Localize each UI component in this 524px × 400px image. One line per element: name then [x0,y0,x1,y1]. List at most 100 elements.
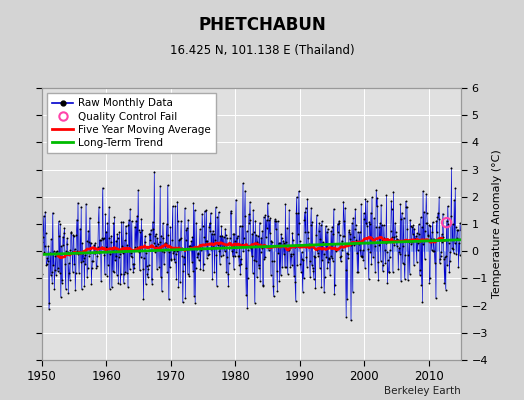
Point [86,240,95,246]
Point [222,232,230,238]
Point [229,230,237,237]
Point [252,258,260,264]
Point [255,220,264,226]
Point [306,274,314,280]
Point [449,246,457,252]
Point [334,229,342,236]
Point [276,272,285,278]
Point [430,235,438,242]
Point [420,208,428,215]
Point [173,218,182,224]
Point [101,271,109,278]
Point [183,224,191,231]
Point [156,238,164,245]
Point [123,242,132,248]
Point [350,242,358,248]
Point [106,251,114,258]
Point [220,234,228,240]
Point [420,256,429,262]
Point [270,258,278,264]
Point [82,201,90,207]
Point [294,231,302,237]
Point [396,250,404,257]
Point [168,203,177,209]
Point [291,298,300,304]
Point [52,249,61,255]
Point [93,262,101,269]
Point [80,255,88,261]
Point [369,237,378,243]
Point [297,268,305,275]
Point [185,273,193,279]
Point [314,252,322,259]
Point [104,235,113,241]
Point [42,262,50,268]
Point [103,220,112,226]
Point [373,203,381,210]
Point [328,223,336,230]
Point [127,250,135,256]
Point [411,236,420,243]
Point [185,245,194,251]
Point [347,317,355,324]
Point [113,271,121,278]
Point [335,232,344,238]
Point [215,261,224,267]
Point [400,276,409,282]
Point [338,247,346,254]
Point [299,275,308,282]
Point [304,229,312,236]
Point [172,248,181,255]
Point [41,230,50,236]
Point [260,214,268,220]
Point [60,230,68,236]
Point [205,220,214,226]
Point [125,266,134,272]
Point [95,204,103,210]
Point [303,196,312,202]
Point [443,262,451,268]
Point [257,245,266,251]
Point [347,242,356,249]
Point [151,231,160,237]
Point [77,258,85,265]
Point [257,234,265,241]
Point [309,268,318,274]
Point [209,228,217,234]
Point [332,248,341,254]
Point [247,245,255,252]
Point [215,248,223,254]
Point [419,240,428,247]
Point [363,198,372,204]
Point [328,255,336,262]
Point [52,272,60,278]
Point [105,286,114,292]
Point [288,262,296,268]
Point [395,244,403,251]
Point [167,256,176,262]
Point [456,227,465,234]
Point [179,268,188,274]
Point [290,244,299,250]
Point [92,247,100,254]
Point [390,242,399,248]
Point [443,203,452,209]
Point [154,241,162,247]
Point [295,220,303,226]
Point [384,257,392,263]
Point [455,252,464,258]
Point [232,196,240,203]
Point [129,269,137,276]
Point [145,262,153,268]
Point [271,216,279,222]
Point [351,226,359,232]
Point [368,235,377,241]
Point [422,210,431,217]
Point [231,253,239,259]
Point [161,240,169,246]
Point [122,230,130,236]
Point [221,248,229,254]
Point [99,236,107,242]
Point [43,255,51,262]
Point [182,227,191,233]
